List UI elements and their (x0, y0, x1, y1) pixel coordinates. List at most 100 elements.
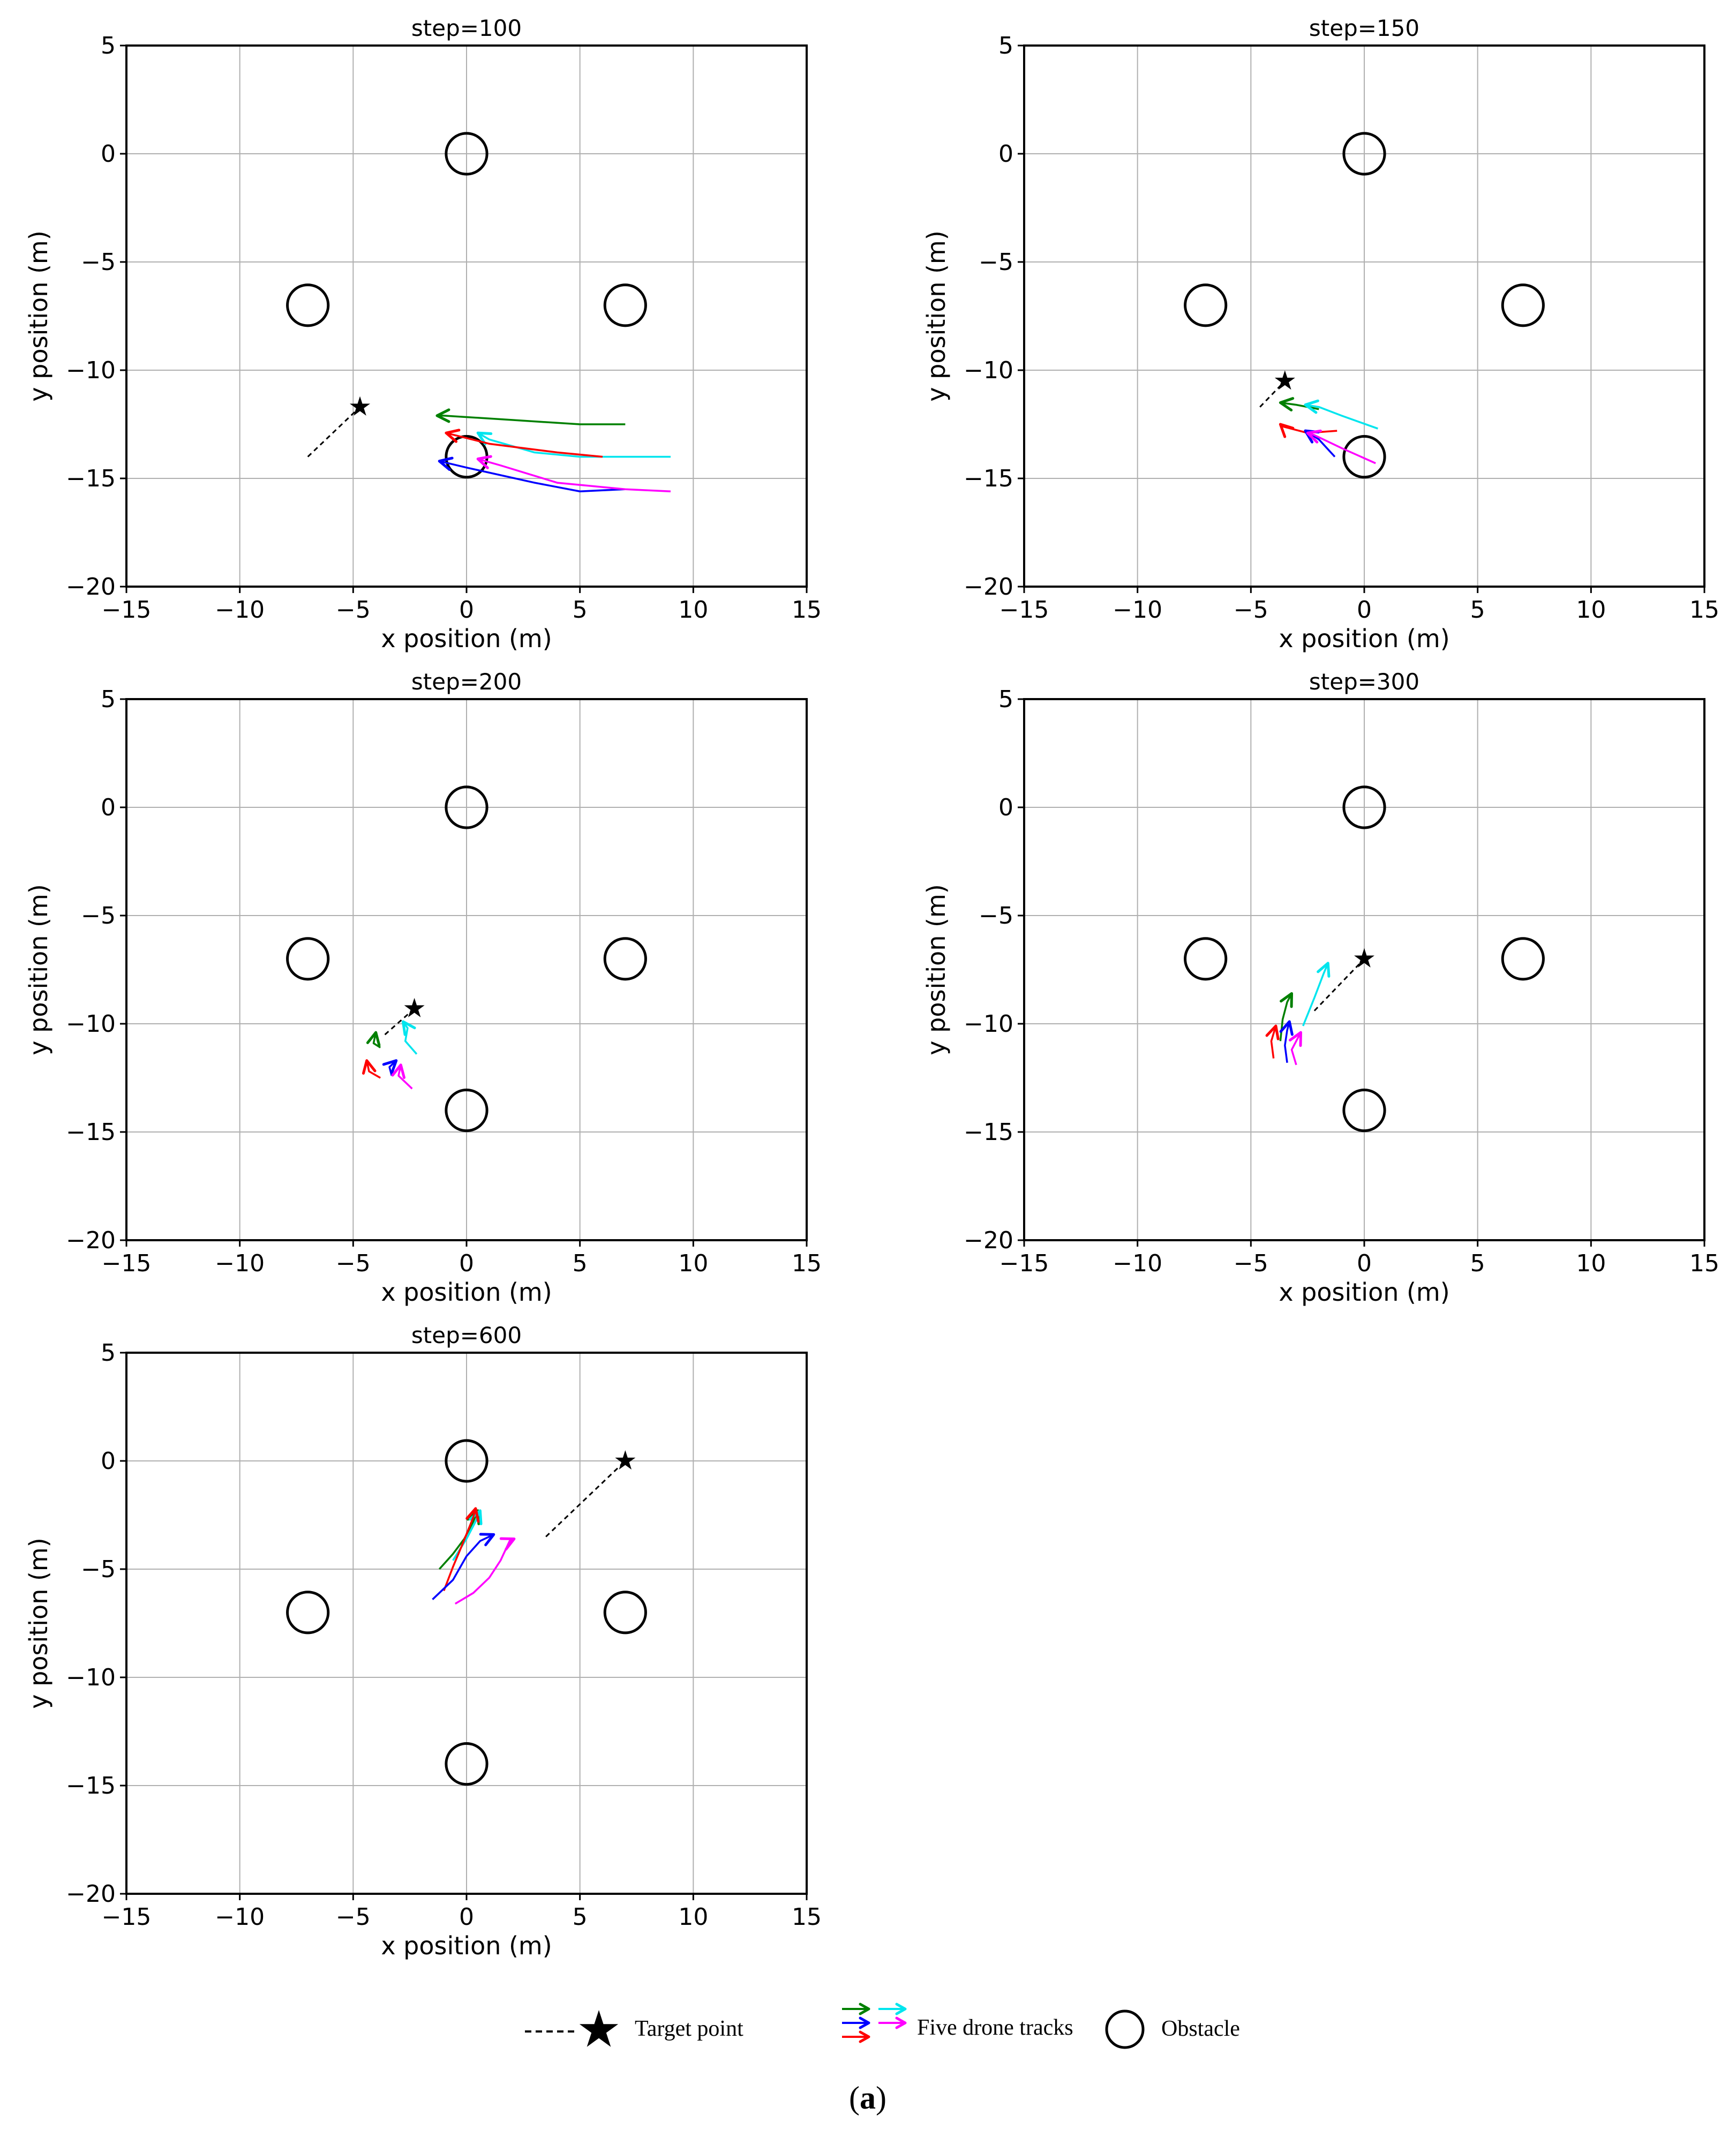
y-tick-label: −10 (66, 1010, 116, 1038)
x-tick-label: 15 (1689, 1250, 1719, 1277)
x-tick-label: 5 (1470, 596, 1485, 624)
subplot-title: step=300 (1309, 669, 1419, 695)
track-drone-4 (1284, 1021, 1290, 1063)
subplot-title: step=100 (411, 15, 522, 41)
track-drone-1 (372, 1032, 381, 1048)
x-tick-label: 15 (792, 1903, 822, 1931)
arrowhead-drone-5 (499, 1537, 516, 1551)
x-tick-label: −15 (999, 1250, 1049, 1277)
y-tick-label: −5 (81, 902, 116, 929)
obstacle-circle (445, 132, 489, 176)
y-tick-label: −15 (964, 1119, 1013, 1146)
obstacle-circle (1342, 785, 1386, 829)
x-axis-label: x position (m) (381, 624, 552, 653)
x-tick-label: 5 (573, 1250, 588, 1277)
target-path-line (1313, 958, 1365, 1011)
y-tick-label: −20 (66, 1880, 116, 1908)
obstacle-circle (1184, 937, 1228, 981)
arrowhead-drone-5 (476, 455, 492, 469)
x-tick-label: 5 (1470, 1250, 1485, 1277)
x-tick-label: −5 (336, 1903, 371, 1931)
legend-arrow-head (859, 2030, 870, 2043)
subplot-title: step=200 (411, 669, 522, 695)
legend-arrow-head (859, 2016, 870, 2029)
x-tick-label: 5 (573, 596, 588, 624)
obstacle-circle (445, 1742, 489, 1786)
x-tick-label: −5 (1234, 1250, 1268, 1277)
arrowhead-drone-2 (1317, 962, 1331, 978)
y-tick-label: −15 (964, 465, 1013, 492)
track-drone-4 (432, 1533, 494, 1600)
y-axis-label: y position (m) (24, 1538, 53, 1708)
x-tick-label: 0 (1357, 1250, 1372, 1277)
arrowhead-drone-3 (1265, 1024, 1280, 1040)
legend-target-label: Target point (635, 2016, 743, 2041)
y-tick-label: −5 (81, 1556, 116, 1583)
y-tick-label: −20 (964, 1227, 1013, 1254)
y-axis-label: y position (m) (922, 884, 951, 1055)
x-axis-label: x position (m) (381, 1278, 552, 1307)
target-star-icon (1274, 370, 1295, 390)
x-tick-label: −10 (1113, 1250, 1162, 1277)
y-tick-label: 0 (998, 794, 1013, 821)
track-drone-3 (443, 1508, 477, 1592)
figure-caption: (a) (849, 2080, 886, 2116)
y-tick-label: −5 (979, 902, 1013, 929)
x-tick-label: 5 (573, 1903, 588, 1931)
y-tick-label: −20 (66, 573, 116, 601)
caption-letter: a (860, 2080, 876, 2116)
obstacle-circle (603, 937, 647, 981)
track-drone-5 (454, 1538, 515, 1605)
y-tick-label: 5 (101, 32, 116, 59)
x-tick-label: 0 (1357, 596, 1372, 624)
target-star-icon (615, 1450, 636, 1470)
subplot-title: step=600 (411, 1322, 522, 1348)
obstacle-circle (1342, 132, 1386, 176)
x-tick-label: −5 (1234, 596, 1268, 624)
obstacle-circle (1501, 283, 1545, 327)
arrowhead-drone-4 (438, 456, 454, 471)
obstacle-circle (286, 937, 330, 981)
legend-arrow-head (895, 2003, 907, 2015)
x-axis-label: x position (m) (1279, 1278, 1449, 1307)
arrowhead-drone-2 (401, 1020, 416, 1036)
subplot-title: step=150 (1309, 15, 1419, 41)
track-drone-4 (439, 460, 626, 492)
x-tick-label: 10 (678, 1250, 708, 1277)
legend-obstacle-label: Obstacle (1161, 2016, 1240, 2041)
arrowhead-drone-3 (465, 1507, 480, 1523)
x-tick-label: −15 (999, 596, 1049, 624)
legend-star-icon (579, 2010, 619, 2047)
y-tick-label: −5 (81, 249, 116, 276)
track-drone-3 (366, 1060, 381, 1079)
y-tick-label: −15 (66, 1119, 116, 1146)
track-drone-3 (1270, 1025, 1277, 1059)
track-drone-2 (1305, 403, 1378, 430)
y-axis-label: y position (m) (24, 884, 53, 1055)
legend-arrow-head (859, 2003, 870, 2015)
x-axis-label: x position (m) (1279, 624, 1449, 653)
x-tick-label: 10 (678, 596, 708, 624)
arrowhead-drone-3 (362, 1059, 377, 1075)
track-drone-3 (446, 432, 603, 458)
y-tick-label: −10 (66, 357, 116, 384)
y-tick-label: −20 (66, 1227, 116, 1254)
y-tick-label: −10 (66, 1664, 116, 1691)
y-tick-label: 5 (101, 1339, 116, 1367)
obstacle-circle (1184, 283, 1228, 327)
x-tick-label: 10 (678, 1903, 708, 1931)
caption-open-paren: ( (849, 2080, 860, 2116)
y-tick-label: 0 (998, 140, 1013, 168)
x-tick-label: 15 (1689, 596, 1719, 624)
x-tick-label: −15 (102, 1903, 152, 1931)
obstacle-circle (603, 1591, 647, 1634)
arrowhead-drone-4 (1279, 1020, 1294, 1036)
x-tick-label: −10 (215, 1903, 265, 1931)
track-drone-5 (477, 458, 671, 492)
legend-arrow-head (895, 2016, 907, 2029)
arrowhead-drone-3 (445, 429, 461, 443)
